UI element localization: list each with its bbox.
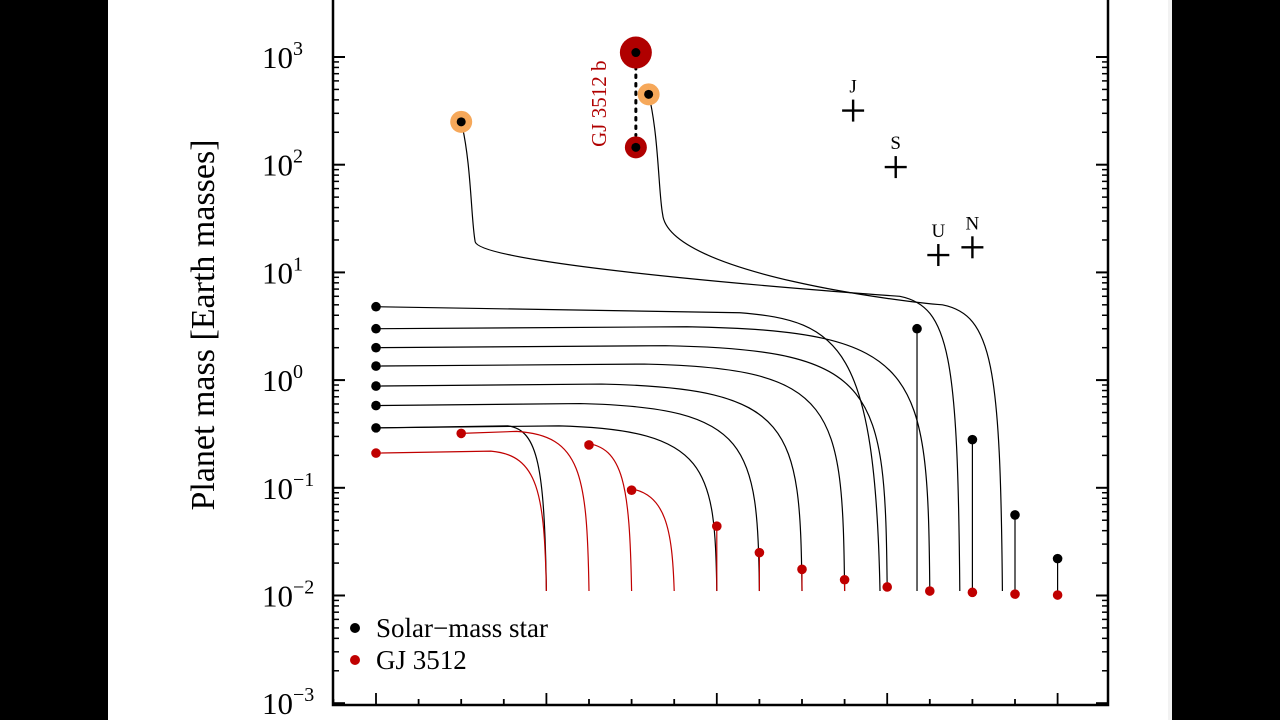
solar-point [1052, 553, 1063, 564]
solar-point [371, 423, 381, 433]
solar-point [371, 361, 381, 371]
solar-point [371, 342, 381, 353]
gj-track [584, 442, 633, 592]
y-tick-label: 10−2 [262, 577, 314, 614]
y-tick-label: 100 [262, 361, 303, 398]
legend-gj-marker [350, 655, 360, 665]
y-tick-label: 101 [262, 253, 303, 290]
solar-track [375, 425, 718, 592]
planet-label: J [849, 77, 856, 98]
solar-point [456, 117, 466, 127]
plot-panel [108, 0, 1168, 720]
legend: Solar−mass star GJ 3512 [350, 613, 548, 675]
solar-track [375, 326, 931, 592]
solar-point [371, 400, 381, 411]
gj-point [584, 440, 594, 450]
planet-label: N [966, 213, 980, 234]
solar-point [1010, 510, 1020, 520]
y-axis-title: Planet mass [Earth masses] [185, 139, 222, 510]
solar-growth-track [648, 94, 1003, 592]
gj3512b-lower-dot [631, 142, 641, 152]
y-tick-label: 103 [262, 38, 303, 75]
gj-point [456, 428, 467, 439]
planet-label: S [890, 133, 901, 154]
gj-point [712, 521, 722, 532]
gj-track [375, 450, 547, 592]
solar-track [375, 306, 881, 592]
gj-point [882, 582, 892, 592]
gj-point [626, 485, 637, 495]
solar-growth-track [460, 121, 961, 592]
gj-point [1052, 590, 1063, 600]
y-tick-labels: 103 102 101 100 10−1 10−2 10−3 [262, 38, 314, 720]
y-tick-label: 102 [262, 146, 303, 183]
plot-frame [331, 0, 1110, 707]
legend-solar-marker [350, 623, 360, 633]
y-tick-label: 10−1 [262, 469, 314, 506]
solar-point [644, 89, 654, 99]
gj3512b-label: GJ 3512 b [587, 61, 611, 147]
solar-track [375, 383, 803, 592]
gj-track [461, 430, 590, 592]
solar-point [912, 323, 922, 334]
solar-system-planets: J S U N [842, 77, 984, 267]
gj-point [967, 587, 978, 598]
data-points [371, 83, 1063, 600]
legend-gj-label: GJ 3512 [376, 645, 467, 675]
gj3512b-upper-dot [631, 48, 641, 58]
solar-point [967, 434, 978, 445]
gj-point [371, 448, 381, 458]
gj-track [626, 487, 675, 592]
solar-track [375, 363, 846, 592]
solar-track [375, 345, 888, 592]
plot-frame-rect [331, 0, 1110, 707]
solar-point [371, 301, 381, 312]
solar-point [371, 381, 381, 391]
legend-solar-label: Solar−mass star [376, 613, 548, 643]
solar-track [375, 402, 760, 592]
gj-point [797, 564, 807, 575]
axis-ticks [332, 56, 1108, 705]
y-tick-label: 10−3 [262, 684, 314, 720]
solar-point [371, 323, 381, 334]
gj-point [925, 586, 935, 596]
gj-point [754, 547, 765, 558]
growth-tracks [375, 94, 1059, 595]
gj3512b-observed: GJ 3512 b [587, 36, 652, 159]
gj-point [839, 574, 850, 585]
planet-label: U [931, 221, 945, 242]
gj-point [1010, 589, 1020, 599]
right-edge-stripe [1168, 0, 1172, 720]
solar-track [375, 425, 547, 592]
